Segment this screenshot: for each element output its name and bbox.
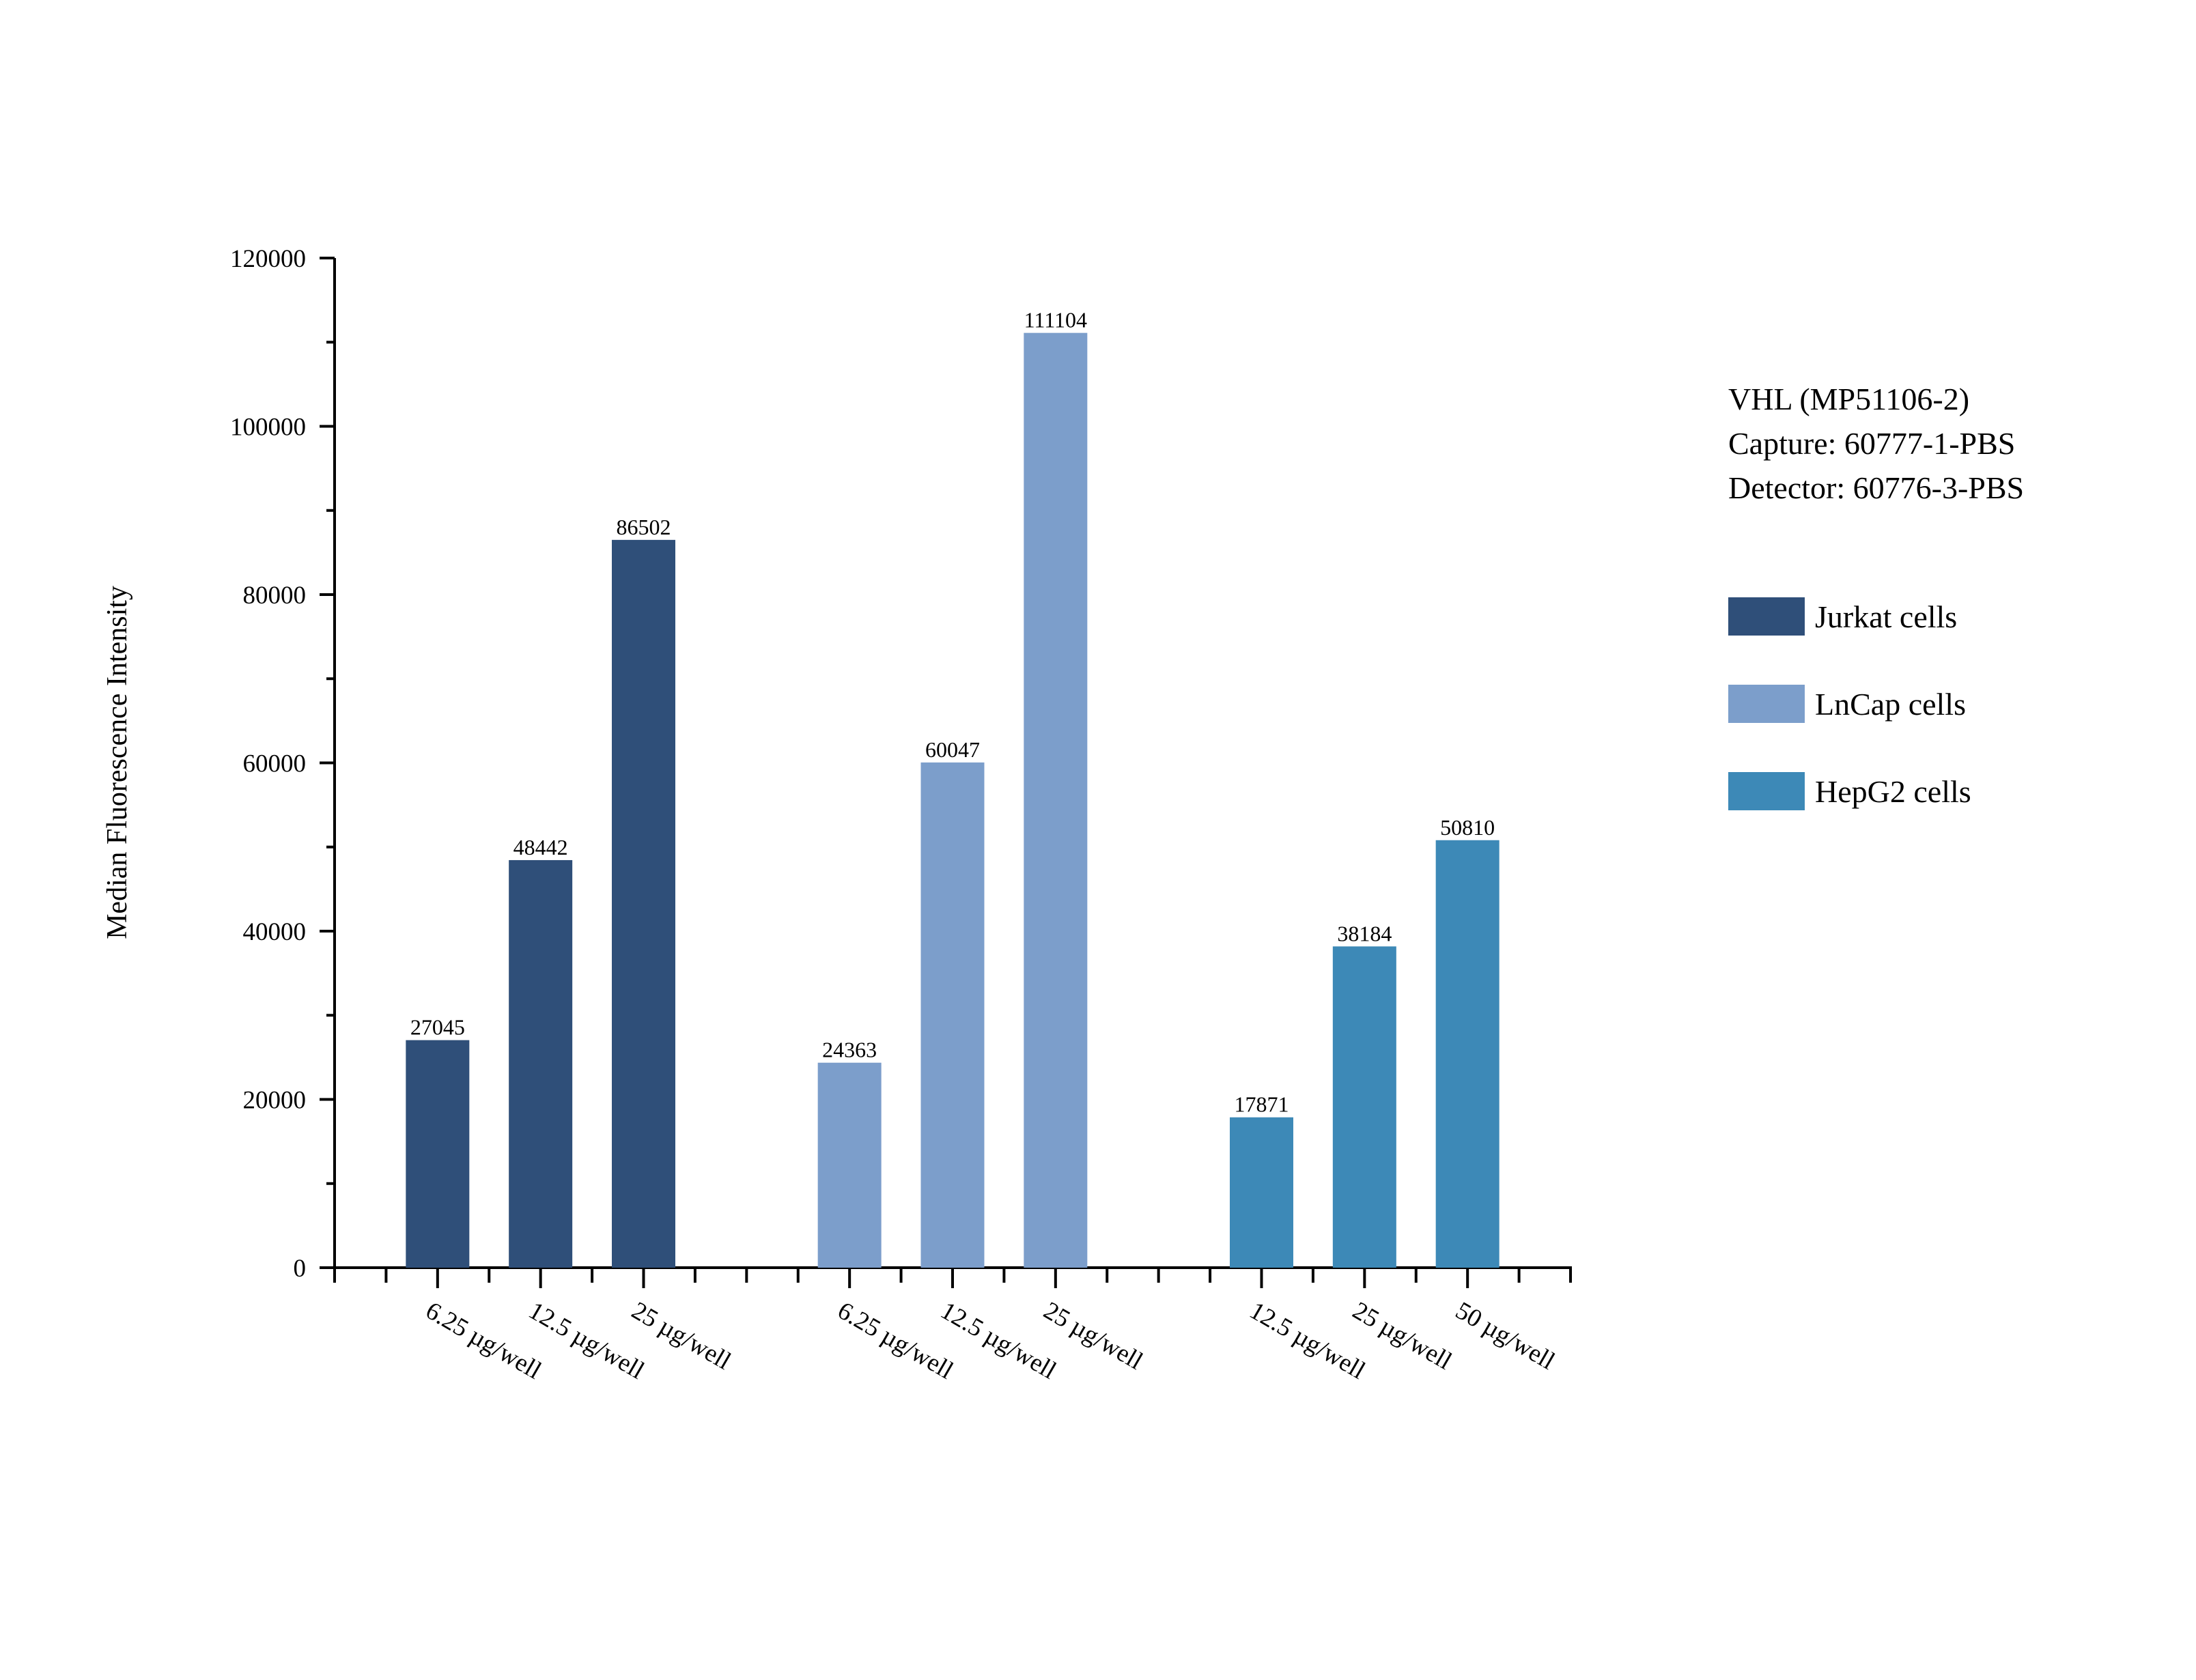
data-label: 24363 xyxy=(822,1038,877,1062)
legend-swatch xyxy=(1728,597,1805,636)
data-label: 60047 xyxy=(925,737,980,762)
bar xyxy=(406,1040,470,1268)
bar xyxy=(1230,1117,1293,1268)
y-tick-label: 60000 xyxy=(243,750,307,778)
data-label: 50810 xyxy=(1440,815,1495,840)
bars: 27045 48442 86502 24363 60047 111104 17871 3818… xyxy=(406,308,1500,1268)
legend-label: LnCap cells xyxy=(1815,687,1966,722)
legend: VHL (MP51106-2) Capture: 60777-1-PBS Detec… xyxy=(1728,382,2024,810)
legend-label: Jurkat cells xyxy=(1815,599,1957,634)
bar xyxy=(1332,946,1396,1268)
y-tick-label: 120000 xyxy=(230,245,306,273)
y-tick-label: 0 xyxy=(294,1255,307,1283)
legend-title-line: Capture: 60777-1-PBS xyxy=(1728,426,2015,461)
y-tick-label: 20000 xyxy=(243,1087,307,1115)
x-tick-label: 50 µg/well xyxy=(1451,1296,1560,1376)
bar xyxy=(1435,840,1500,1268)
bar xyxy=(509,859,573,1268)
y-axis-label: Median Fluorescence Intensity xyxy=(102,586,133,939)
data-label: 86502 xyxy=(617,515,671,539)
data-label: 27045 xyxy=(410,1015,465,1040)
bar xyxy=(1024,332,1088,1268)
legend-swatch xyxy=(1728,685,1805,723)
x-tick-label: 12.5 µg/well xyxy=(524,1296,649,1384)
bar xyxy=(817,1062,882,1268)
y-tick-label: 80000 xyxy=(243,582,307,610)
bar xyxy=(920,762,985,1268)
legend-title-line: Detector: 60776-3-PBS xyxy=(1728,470,2024,505)
data-label: 48442 xyxy=(513,835,568,859)
x-tick-label: 6.25 µg/well xyxy=(833,1296,958,1384)
legend-label: HepG2 cells xyxy=(1815,774,1971,809)
y-tick-label: 100000 xyxy=(230,414,306,442)
x-tick-label: 12.5 µg/well xyxy=(936,1296,1061,1384)
x-tick-label: 6.25 µg/well xyxy=(421,1296,546,1384)
data-label: 111104 xyxy=(1024,308,1087,332)
legend-swatch xyxy=(1728,772,1805,810)
bar xyxy=(612,539,675,1268)
legend-title-line: VHL (MP51106-2) xyxy=(1728,382,1969,416)
y-tick-label: 40000 xyxy=(243,918,307,946)
data-label: 38184 xyxy=(1337,921,1392,945)
x-tick-label: 12.5 µg/well xyxy=(1245,1296,1370,1384)
data-label: 17871 xyxy=(1235,1092,1289,1117)
